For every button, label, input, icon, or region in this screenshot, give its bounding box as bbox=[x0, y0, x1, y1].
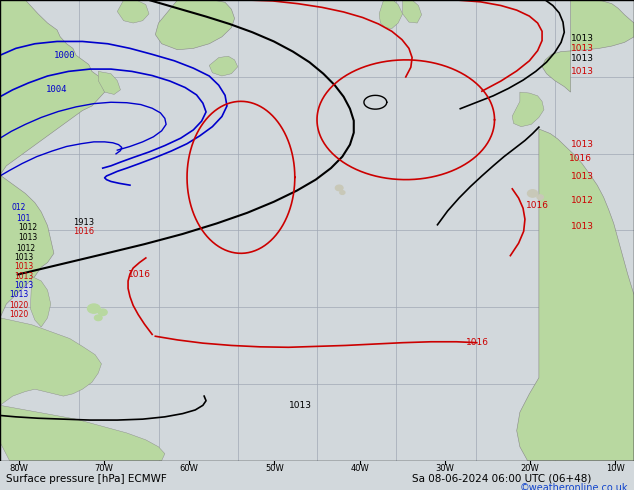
Polygon shape bbox=[542, 0, 634, 92]
Polygon shape bbox=[403, 0, 422, 23]
Text: 20W: 20W bbox=[521, 465, 540, 473]
Text: 1913: 1913 bbox=[73, 218, 94, 227]
Polygon shape bbox=[379, 0, 403, 28]
Circle shape bbox=[87, 304, 100, 313]
Text: 30W: 30W bbox=[436, 465, 454, 473]
Text: ©weatheronline.co.uk: ©weatheronline.co.uk bbox=[519, 483, 628, 490]
Text: 10W: 10W bbox=[605, 465, 624, 473]
Text: 60W: 60W bbox=[180, 465, 198, 473]
Text: 70W: 70W bbox=[94, 465, 113, 473]
Polygon shape bbox=[512, 92, 544, 127]
Text: Sa 08-06-2024 06:00 UTC (06+48): Sa 08-06-2024 06:00 UTC (06+48) bbox=[412, 474, 592, 484]
Polygon shape bbox=[155, 0, 235, 50]
Text: 1013: 1013 bbox=[571, 222, 593, 231]
Text: 1000: 1000 bbox=[54, 50, 75, 60]
Polygon shape bbox=[0, 318, 101, 405]
Polygon shape bbox=[0, 0, 105, 175]
Text: 80W: 80W bbox=[10, 465, 29, 473]
Polygon shape bbox=[117, 0, 149, 23]
Circle shape bbox=[340, 191, 345, 195]
Text: 1013: 1013 bbox=[571, 54, 593, 63]
Text: 1012: 1012 bbox=[18, 223, 37, 232]
Text: 1013: 1013 bbox=[571, 141, 593, 149]
Circle shape bbox=[335, 185, 343, 191]
Text: Surface pressure [hPa] ECMWF: Surface pressure [hPa] ECMWF bbox=[6, 474, 167, 484]
Text: 1016: 1016 bbox=[466, 339, 489, 347]
Text: 1020: 1020 bbox=[10, 301, 29, 310]
Text: 1004: 1004 bbox=[46, 85, 67, 94]
Text: 1013: 1013 bbox=[288, 401, 311, 410]
Text: 012: 012 bbox=[11, 202, 26, 212]
Polygon shape bbox=[0, 175, 54, 318]
Text: 1020: 1020 bbox=[10, 310, 29, 319]
Text: 1016: 1016 bbox=[526, 201, 549, 210]
Polygon shape bbox=[0, 405, 165, 461]
Text: 101: 101 bbox=[16, 214, 30, 223]
Circle shape bbox=[537, 195, 543, 199]
Text: 1013: 1013 bbox=[571, 67, 593, 75]
Text: 40W: 40W bbox=[350, 465, 369, 473]
Text: 1013: 1013 bbox=[571, 44, 593, 52]
Polygon shape bbox=[30, 276, 51, 327]
Text: 1013: 1013 bbox=[14, 281, 33, 290]
Text: 1016: 1016 bbox=[128, 270, 151, 279]
Text: 1012: 1012 bbox=[16, 244, 35, 253]
Text: 1013: 1013 bbox=[571, 172, 593, 181]
Text: 1013: 1013 bbox=[571, 34, 593, 44]
Polygon shape bbox=[98, 72, 120, 95]
Circle shape bbox=[94, 315, 102, 320]
Text: 1016: 1016 bbox=[569, 154, 592, 163]
Circle shape bbox=[527, 190, 538, 197]
Polygon shape bbox=[517, 129, 634, 461]
Text: 1013: 1013 bbox=[14, 263, 33, 271]
Text: 50W: 50W bbox=[265, 465, 284, 473]
Text: 1016: 1016 bbox=[73, 227, 94, 236]
Text: 1012: 1012 bbox=[571, 196, 593, 205]
Polygon shape bbox=[209, 56, 238, 76]
Text: 1013: 1013 bbox=[10, 290, 29, 299]
Text: 1013: 1013 bbox=[18, 233, 37, 243]
Text: 1013: 1013 bbox=[14, 253, 33, 262]
Text: 1013: 1013 bbox=[14, 271, 33, 281]
Circle shape bbox=[98, 309, 107, 316]
